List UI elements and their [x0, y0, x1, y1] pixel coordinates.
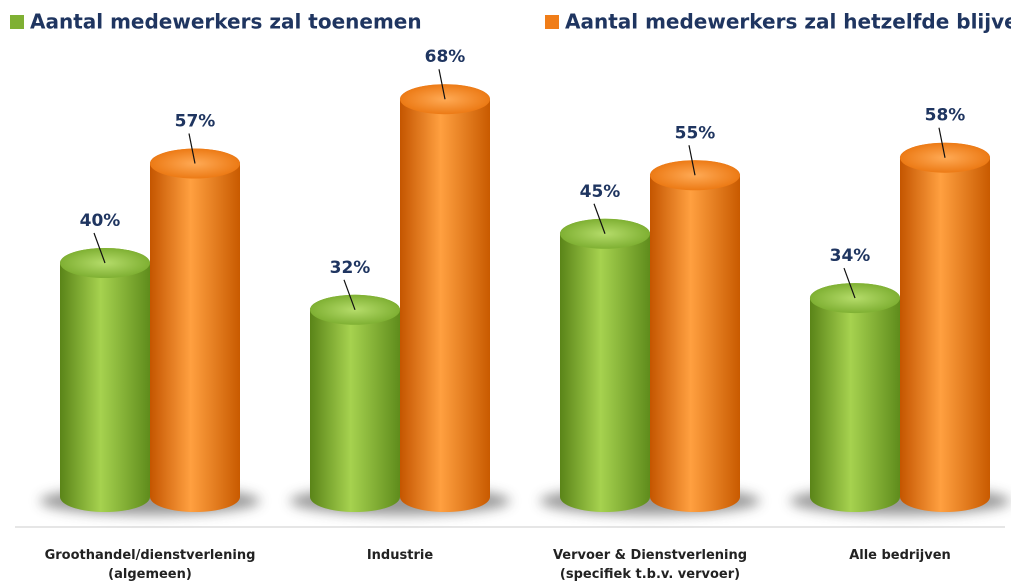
bar	[310, 294, 400, 512]
x-tick-label-line: Alle bedrijven	[849, 548, 951, 563]
leader-line	[843, 267, 856, 299]
bar	[810, 283, 900, 512]
value-label: 55%	[675, 123, 716, 143]
value-label: 32%	[330, 258, 371, 278]
value-label: 58%	[925, 106, 966, 126]
legend-label: Aantal medewerkers zal hetzelfde blijven	[565, 10, 1011, 34]
bar	[60, 248, 150, 512]
leader-line	[343, 279, 356, 311]
value-label: 45%	[580, 182, 621, 202]
bar	[560, 218, 650, 513]
value-label: 68%	[425, 47, 466, 67]
legend-swatch	[545, 15, 559, 29]
leader-line	[688, 145, 696, 176]
x-tick-label: Groothandel/dienstverlening (algemeen)	[45, 548, 256, 582]
leader-line	[938, 127, 946, 158]
x-tick-label: Industrie	[367, 548, 433, 563]
x-tick-label-line: (algemeen)	[108, 567, 192, 582]
bar	[650, 160, 740, 513]
legend-label: Aantal medewerkers zal toenemen	[30, 10, 422, 34]
leader-line	[93, 232, 106, 264]
x-tick-label-line: Vervoer & Dienstverlening	[553, 548, 747, 563]
bar	[900, 142, 990, 512]
x-tick-label: Vervoer & Dienstverlening (specifiek t.b.…	[553, 548, 747, 582]
legend-swatch	[10, 15, 24, 29]
value-label: 34%	[830, 246, 871, 266]
bar	[150, 148, 240, 513]
value-label: 40%	[80, 211, 121, 231]
x-tick-label-line: Industrie	[367, 548, 433, 563]
leader-line	[438, 69, 446, 100]
x-tick-label: Alle bedrijven	[849, 548, 951, 563]
value-label: 57%	[175, 112, 216, 132]
bar	[400, 84, 490, 512]
leader-line	[593, 203, 606, 234]
leader-line	[188, 133, 196, 164]
x-tick-label-line: Groothandel/dienstverlening	[45, 548, 256, 563]
x-tick-label-line: (specifiek t.b.v. vervoer)	[560, 567, 740, 582]
